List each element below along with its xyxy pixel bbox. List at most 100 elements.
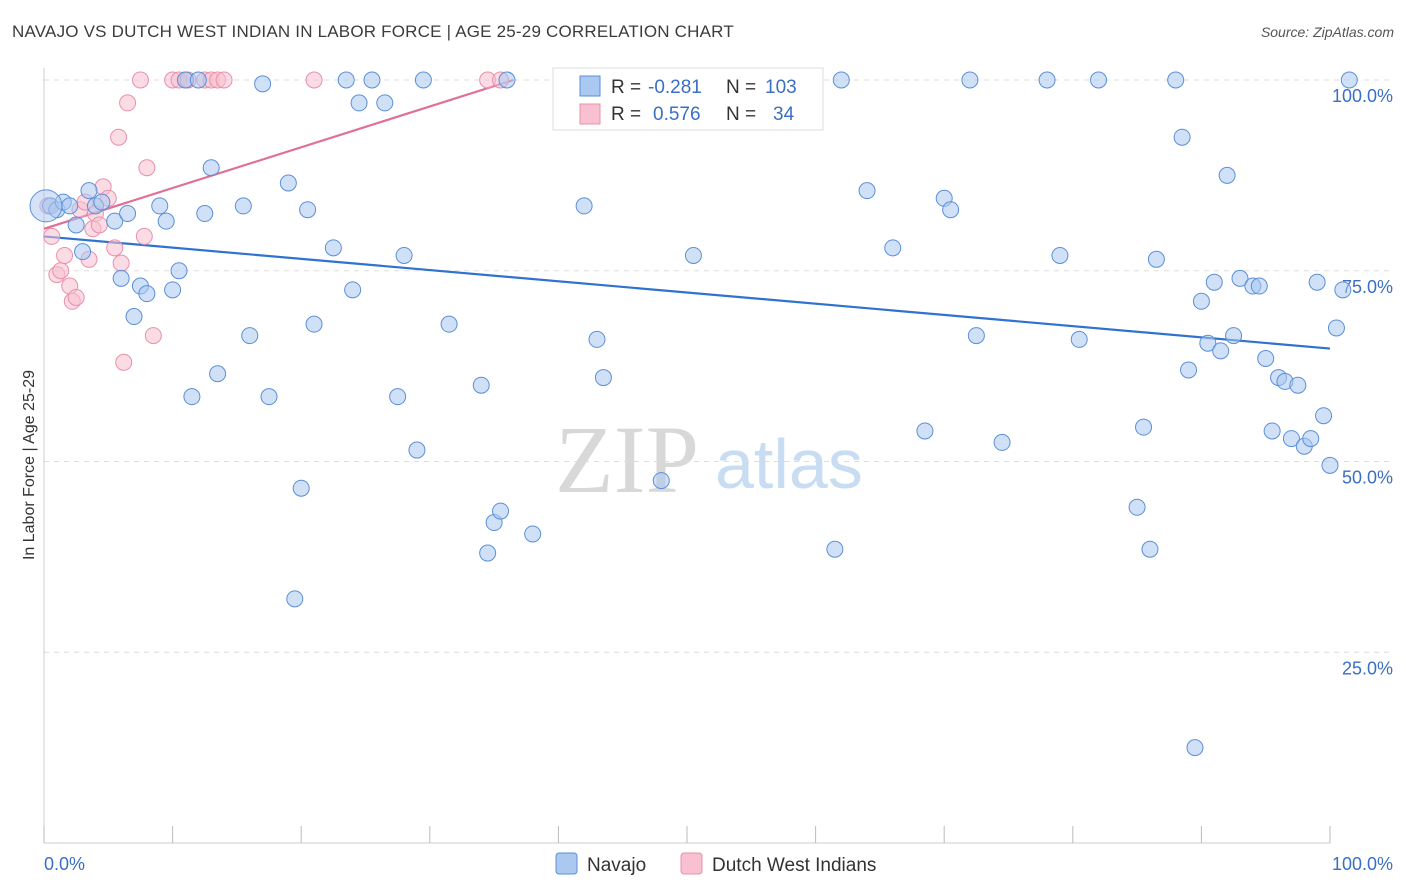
dutch-west-indians-point: [56, 246, 74, 264]
trend-lines: [43, 78, 1331, 350]
navajo-point: [961, 71, 979, 89]
legend-r-label-dutch: R =: [611, 104, 641, 125]
navajo-point: [202, 159, 220, 177]
navajo-point: [1180, 361, 1198, 379]
x-tick-label-min: 0.0%: [44, 854, 85, 874]
navajo-point: [1321, 456, 1339, 474]
navajo-point: [164, 281, 182, 299]
navajo-point: [350, 94, 368, 112]
legend-r-value-navajo: -0.281: [648, 77, 702, 98]
navajo-point: [942, 201, 960, 219]
navajo-point: [1192, 292, 1210, 310]
navajo-point: [652, 472, 670, 490]
navajo-point: [684, 246, 702, 264]
navajo-point: [472, 376, 490, 394]
navajo-point: [286, 590, 304, 608]
dutch-west-indians-point: [115, 353, 133, 371]
navajo-point: [1186, 739, 1204, 757]
dutch-west-indians-point: [52, 262, 70, 280]
navajo-point: [93, 193, 111, 211]
axes: 25.0% 50.0% 75.0% 100.0% 0.0% 100.0%: [43, 68, 1393, 874]
dutch-west-indians-point: [90, 216, 108, 234]
navajo-point: [1070, 330, 1088, 348]
chart-title: NAVAJO VS DUTCH WEST INDIAN IN LABOR FOR…: [12, 22, 734, 41]
dutch-west-indians-point: [144, 327, 162, 345]
navajo-point: [1334, 281, 1352, 299]
navajo-point: [1282, 430, 1300, 448]
navajo-point: [61, 197, 79, 215]
navajo-point-cluster: [29, 189, 63, 223]
navajo-point: [1250, 277, 1268, 295]
navajo-point: [588, 330, 606, 348]
navajo-point: [1147, 250, 1165, 268]
trend-line-navajo: [43, 235, 1331, 350]
legend-n-value-navajo: 103: [765, 77, 797, 98]
x-tick-label-max: 100.0%: [1332, 854, 1393, 874]
navajo-point: [1289, 376, 1307, 394]
navajo-point: [967, 327, 985, 345]
bottom-legend-swatch-dutch: [680, 852, 703, 875]
navajo-point: [1090, 71, 1108, 89]
navajo-point: [1225, 327, 1243, 345]
series-navajo: [29, 71, 1358, 757]
navajo-point: [112, 269, 130, 287]
source-label: Source: ZipAtlas.com: [1260, 24, 1394, 40]
navajo-point: [183, 388, 201, 406]
navajo-point: [1141, 540, 1159, 558]
dutch-west-indians-point: [67, 288, 85, 306]
navajo-point: [1231, 269, 1249, 287]
watermark-zip: ZIP: [555, 406, 699, 513]
navajo-point: [1135, 418, 1153, 436]
dutch-west-indians-point: [131, 71, 149, 89]
legend-swatch-navajo: [579, 75, 601, 97]
navajo-point: [1340, 71, 1358, 89]
navajo-point: [1038, 71, 1056, 89]
navajo-point: [1205, 273, 1223, 291]
navajo-point: [479, 544, 497, 562]
legend-r-value-dutch: 0.576: [653, 104, 701, 125]
navajo-point: [157, 212, 175, 230]
legend-n-label-dutch: N =: [726, 104, 756, 125]
navajo-point: [826, 540, 844, 558]
dutch-west-indians-point: [138, 159, 156, 177]
dutch-west-indians-point: [106, 239, 124, 257]
navajo-point: [884, 239, 902, 257]
navajo-point: [170, 262, 188, 280]
navajo-point: [119, 205, 137, 223]
legend-r-label-navajo: R =: [611, 77, 641, 98]
dutch-west-indians-point: [135, 227, 153, 245]
navajo-point: [492, 502, 510, 520]
navajo-point: [279, 174, 297, 192]
y-axis-title: In Labor Force | Age 25-29: [21, 370, 38, 560]
navajo-point: [1302, 430, 1320, 448]
bottom-legend-label-dutch: Dutch West Indians: [712, 855, 876, 876]
navajo-point: [440, 315, 458, 333]
navajo-point: [1051, 246, 1069, 264]
bottom-legend: Navajo Dutch West Indians: [555, 852, 876, 876]
navajo-point: [1315, 407, 1333, 425]
navajo-point: [80, 182, 98, 200]
navajo-point: [1263, 422, 1281, 440]
navajo-point: [344, 281, 362, 299]
navajo-point: [292, 479, 310, 497]
navajo-point: [524, 525, 542, 543]
navajo-point: [106, 212, 124, 230]
dutch-west-indians-point: [43, 227, 61, 245]
navajo-point: [138, 285, 156, 303]
navajo-point: [993, 433, 1011, 451]
navajo-point: [1327, 319, 1345, 337]
navajo-point: [1199, 334, 1217, 352]
navajo-point: [408, 441, 426, 459]
y-tick-label-100: 100.0%: [1332, 86, 1393, 106]
dutch-west-indians-point: [112, 254, 130, 272]
y-tick-label-50: 50.0%: [1342, 468, 1393, 488]
navajo-point: [209, 365, 227, 383]
navajo-point: [1308, 273, 1326, 291]
navajo-point: [305, 315, 323, 333]
dutch-west-indians-point: [110, 128, 128, 146]
legend-swatch-dutch: [579, 103, 601, 125]
y-tick-label-25: 25.0%: [1342, 658, 1393, 678]
navajo-point: [241, 327, 259, 345]
navajo-point: [151, 197, 169, 215]
